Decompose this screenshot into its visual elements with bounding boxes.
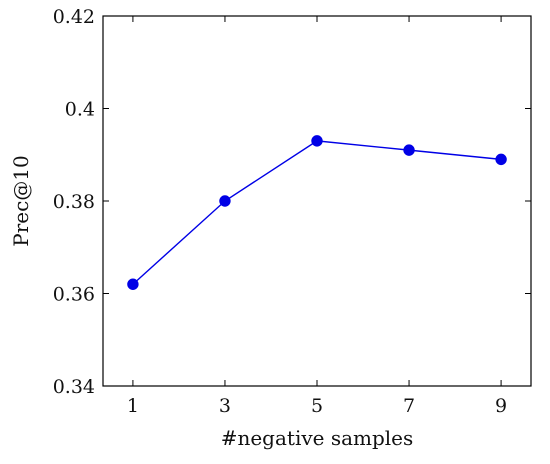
y-tick-label: 0.42 — [53, 6, 95, 28]
y-axis-label: Prec@10 — [9, 155, 33, 247]
series-line — [132, 140, 502, 285]
y-tick-label: 0.36 — [53, 284, 95, 306]
y-tick-label: 0.4 — [65, 99, 95, 121]
x-tick-label: 5 — [311, 395, 323, 417]
plot-frame — [102, 15, 532, 387]
series-layer — [127, 135, 507, 290]
data-point — [127, 278, 139, 290]
x-tick-label: 9 — [495, 395, 507, 417]
x-tick-label: 1 — [127, 395, 139, 417]
data-point — [495, 153, 507, 166]
x-axis-label: #negative samples — [221, 426, 414, 450]
y-tick-label: 0.38 — [53, 191, 95, 213]
y-tick-label: 0.34 — [53, 376, 95, 398]
x-tick-label: 3 — [219, 395, 231, 417]
data-point — [311, 135, 323, 147]
y-axis-ticks: 0.34 0.36 0.38 0.4 0.42 — [53, 6, 531, 398]
data-point — [403, 144, 415, 156]
data-point — [219, 195, 231, 207]
x-tick-label: 7 — [403, 395, 415, 417]
plot-area — [102, 15, 532, 387]
x-axis-ticks: 1 3 5 7 9 — [127, 16, 507, 417]
